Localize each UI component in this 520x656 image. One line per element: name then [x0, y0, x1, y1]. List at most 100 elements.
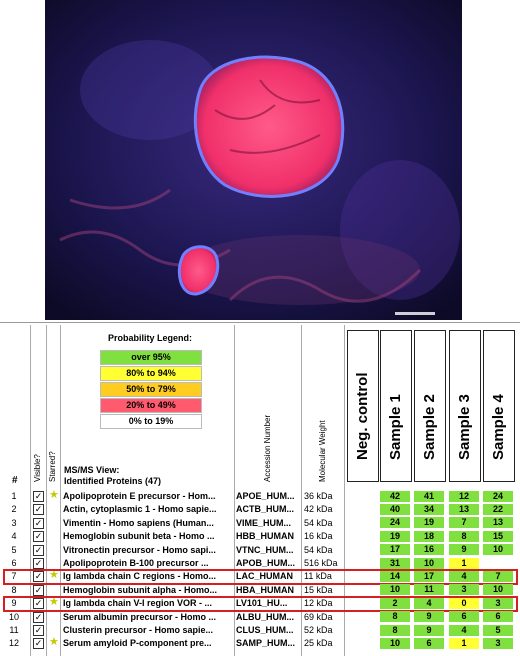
molecular-weight: 52 kDa — [304, 625, 333, 635]
spectrum-count: 18 — [414, 530, 444, 542]
visible-checkbox: ✓ — [33, 584, 44, 596]
protein-name: Serum albumin precursor - Homo ... — [63, 611, 217, 622]
sample-header: Sample 3 — [449, 330, 481, 482]
sample-label: Sample 1 — [387, 394, 404, 460]
molecular-weight: 36 kDa — [304, 491, 333, 501]
star-icon: ★ — [49, 596, 59, 609]
column-divider — [301, 325, 302, 656]
spectrum-count: 17 — [380, 544, 410, 556]
column-header: Visible? — [33, 454, 42, 482]
row-number: 12 — [8, 638, 19, 649]
spectrum-count: 0 — [449, 597, 479, 609]
spectrum-count: 2 — [380, 597, 410, 609]
protein-name: Hemoglobin subunit beta - Homo ... — [63, 531, 215, 542]
row-number: 11 — [9, 625, 19, 635]
protein-name: Ig lambda chain V-I region VOR - ... — [63, 598, 213, 609]
spectrum-count: 10 — [380, 637, 410, 649]
protein-name: Ig lambda chain C regions - Homo... — [63, 571, 217, 582]
spectrum-count: 34 — [414, 503, 444, 515]
sample-header: Sample 2 — [414, 330, 446, 482]
spectrum-count: 5 — [483, 624, 513, 636]
row-number: 3 — [11, 517, 17, 528]
accession: HBB_HUMAN — [236, 531, 294, 542]
column-header: Molecular Weight — [318, 420, 327, 482]
visible-checkbox: ✓ — [33, 491, 44, 502]
sample-header: Neg. control — [347, 330, 379, 482]
molecular-weight: 516 kDa — [304, 558, 338, 568]
sample-label: Sample 2 — [421, 394, 438, 460]
column-header: Identified Proteins (47) — [64, 476, 162, 486]
protein-name: Hemoglobin subunit alpha - Homo... — [63, 584, 217, 595]
accession: LAC_HUMAN — [236, 571, 293, 582]
spectrum-count: 14 — [380, 570, 410, 582]
legend-item: 80% to 94% — [100, 366, 202, 381]
legend-item: over 95% — [100, 350, 202, 365]
row-number: 2 — [11, 504, 17, 515]
row-highlight — [3, 569, 518, 586]
row-number: 5 — [11, 544, 17, 555]
spectrum-count: 41 — [414, 490, 444, 502]
molecular-weight: 16 kDa — [304, 531, 333, 542]
spectrum-count: 3 — [449, 584, 479, 596]
accession: LV101_HU... — [236, 598, 288, 609]
spectrum-count: 19 — [414, 517, 444, 529]
molecular-weight: 25 kDa — [304, 638, 333, 649]
molecular-weight: 54 kDa — [304, 544, 333, 555]
divider — [0, 322, 520, 323]
spectrum-count: 40 — [380, 503, 410, 515]
legend-item: 0% to 19% — [100, 414, 202, 429]
sample-label: Sample 4 — [490, 394, 507, 460]
legend-item: 50% to 79% — [100, 382, 202, 397]
column-divider — [60, 325, 61, 656]
spectrum-count: 6 — [449, 611, 479, 623]
accession: VTNC_HUM... — [236, 544, 294, 555]
row-number: 8 — [11, 584, 17, 595]
spectrum-count: 42 — [380, 490, 410, 502]
legend-title: Probability Legend: — [107, 333, 192, 343]
row-number: 9 — [11, 598, 17, 609]
column-divider — [234, 325, 235, 656]
row-number: 7 — [11, 571, 17, 582]
spectrum-count: 10 — [483, 544, 513, 556]
spectrum-count: 4 — [449, 570, 479, 582]
spectrum-count: 10 — [380, 584, 410, 596]
spectrum-count: 9 — [414, 611, 444, 623]
spectrum-count: 8 — [449, 530, 479, 542]
accession: APOE_HUM... — [236, 491, 295, 501]
column-header: Starred? — [48, 451, 57, 482]
row-number: 6 — [11, 558, 17, 568]
spectrum-count: 8 — [380, 611, 410, 623]
spectrum-count: 9 — [449, 544, 479, 556]
star-icon: ★ — [49, 569, 59, 582]
spectrum-count: 15 — [483, 530, 513, 542]
visible-checkbox: ✓ — [33, 544, 44, 556]
column-divider — [344, 325, 345, 656]
accession: VIME_HUM... — [236, 517, 292, 528]
sample-header: Sample 4 — [483, 330, 515, 482]
visible-checkbox: ✓ — [33, 531, 44, 543]
spectrum-count: 31 — [380, 557, 410, 569]
accession: ALBU_HUM... — [236, 611, 294, 622]
spectrum-count: 1 — [449, 557, 479, 569]
row-highlight — [3, 596, 518, 613]
molecular-weight: 11 kDa — [304, 571, 332, 582]
spectrum-count: 3 — [483, 597, 513, 609]
spectrum-count: 13 — [449, 503, 479, 515]
protein-name: Clusterin precursor - Homo sapie... — [63, 625, 214, 635]
accession: ACTB_HUM... — [236, 504, 294, 515]
protein-name: Apolipoprotein E precursor - Hom... — [63, 491, 216, 501]
spectrum-count: 10 — [414, 557, 444, 569]
accession: HBA_HUMAN — [236, 584, 294, 595]
spectrum-count: 24 — [380, 517, 410, 529]
sample-header: Sample 1 — [380, 330, 412, 482]
spectrum-count: 3 — [483, 637, 513, 649]
spectrum-count: 11 — [414, 584, 444, 596]
visible-checkbox: ✓ — [33, 638, 44, 650]
row-number: 4 — [11, 531, 17, 542]
column-header: MS/MS View: — [64, 465, 120, 475]
visible-checkbox: ✓ — [33, 517, 44, 529]
visible-checkbox: ✓ — [33, 625, 44, 636]
sample-label: Neg. control — [354, 372, 371, 460]
row-number: 1 — [11, 491, 17, 501]
spectrum-count: 4 — [449, 624, 479, 636]
